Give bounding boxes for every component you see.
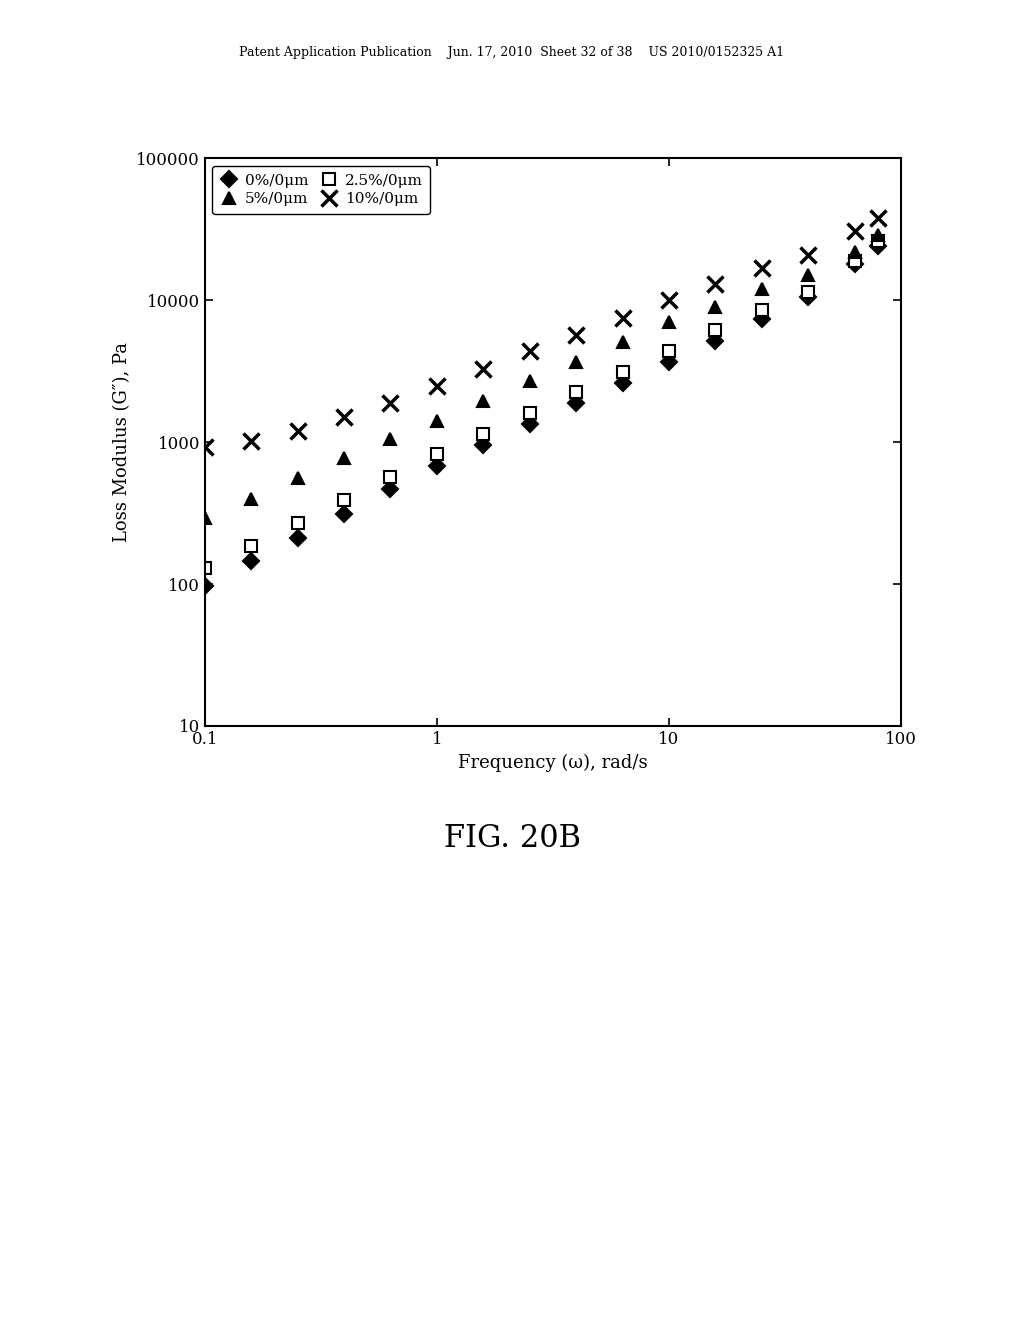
10%/0μm (802, 247, 814, 263)
10%/0μm (477, 360, 489, 376)
5%/0μm (756, 281, 768, 297)
0%/0μm (710, 333, 722, 348)
0%/0μm (338, 507, 350, 523)
10%/0μm (570, 327, 583, 343)
5%/0μm (710, 298, 722, 314)
0%/0μm (477, 437, 489, 453)
0%/0μm (570, 395, 583, 411)
5%/0μm (663, 314, 675, 330)
2.5%/0μm (663, 343, 675, 359)
5%/0μm (616, 334, 629, 350)
0%/0μm (871, 239, 884, 255)
5%/0μm (570, 354, 583, 370)
10%/0μm (663, 293, 675, 309)
Line: 10%/0μm: 10%/0μm (198, 210, 886, 455)
2.5%/0μm (871, 234, 884, 249)
5%/0μm (477, 393, 489, 409)
10%/0μm (431, 378, 443, 393)
Text: Patent Application Publication    Jun. 17, 2010  Sheet 32 of 38    US 2010/01523: Patent Application Publication Jun. 17, … (240, 46, 784, 59)
5%/0μm (802, 268, 814, 284)
2.5%/0μm (570, 384, 583, 400)
2.5%/0μm (477, 425, 489, 441)
2.5%/0μm (338, 492, 350, 508)
0%/0μm (756, 312, 768, 327)
0%/0μm (384, 480, 396, 496)
2.5%/0μm (523, 405, 536, 421)
0%/0μm (292, 531, 304, 546)
2.5%/0μm (431, 446, 443, 462)
10%/0μm (292, 422, 304, 438)
Line: 2.5%/0μm: 2.5%/0μm (200, 236, 884, 573)
10%/0μm (523, 343, 536, 359)
10%/0μm (871, 210, 884, 226)
5%/0μm (523, 374, 536, 389)
0%/0μm (663, 354, 675, 370)
Legend: 0%/0μm, 5%/0μm, 2.5%/0μm, 10%/0μm: 0%/0μm, 5%/0μm, 2.5%/0μm, 10%/0μm (212, 166, 430, 214)
5%/0μm (292, 470, 304, 486)
10%/0μm (245, 433, 257, 449)
10%/0μm (849, 223, 861, 239)
Line: 0%/0μm: 0%/0μm (200, 240, 884, 591)
10%/0μm (384, 395, 396, 411)
5%/0μm (871, 227, 884, 243)
2.5%/0μm (710, 322, 722, 338)
5%/0μm (849, 244, 861, 260)
2.5%/0μm (384, 469, 396, 484)
0%/0μm (849, 256, 861, 272)
10%/0μm (616, 310, 629, 326)
2.5%/0μm (756, 302, 768, 318)
0%/0μm (523, 416, 536, 432)
0%/0μm (802, 289, 814, 305)
0%/0μm (616, 375, 629, 391)
2.5%/0μm (199, 560, 211, 576)
10%/0μm (338, 409, 350, 425)
Line: 5%/0μm: 5%/0μm (200, 230, 884, 524)
0%/0μm (431, 458, 443, 474)
2.5%/0μm (245, 539, 257, 554)
10%/0μm (199, 440, 211, 455)
10%/0μm (710, 276, 722, 292)
2.5%/0μm (292, 515, 304, 531)
0%/0μm (199, 578, 211, 594)
Y-axis label: Loss Modulus (G″), Pa: Loss Modulus (G″), Pa (113, 342, 131, 543)
Text: FIG. 20B: FIG. 20B (443, 822, 581, 854)
5%/0μm (338, 450, 350, 466)
X-axis label: Frequency (ω), rad/s: Frequency (ω), rad/s (458, 754, 648, 772)
2.5%/0μm (849, 253, 861, 269)
5%/0μm (199, 511, 211, 527)
0%/0μm (245, 553, 257, 569)
2.5%/0μm (616, 364, 629, 380)
10%/0μm (756, 260, 768, 276)
5%/0μm (384, 432, 396, 447)
5%/0μm (431, 413, 443, 429)
5%/0μm (245, 491, 257, 507)
2.5%/0μm (802, 284, 814, 300)
